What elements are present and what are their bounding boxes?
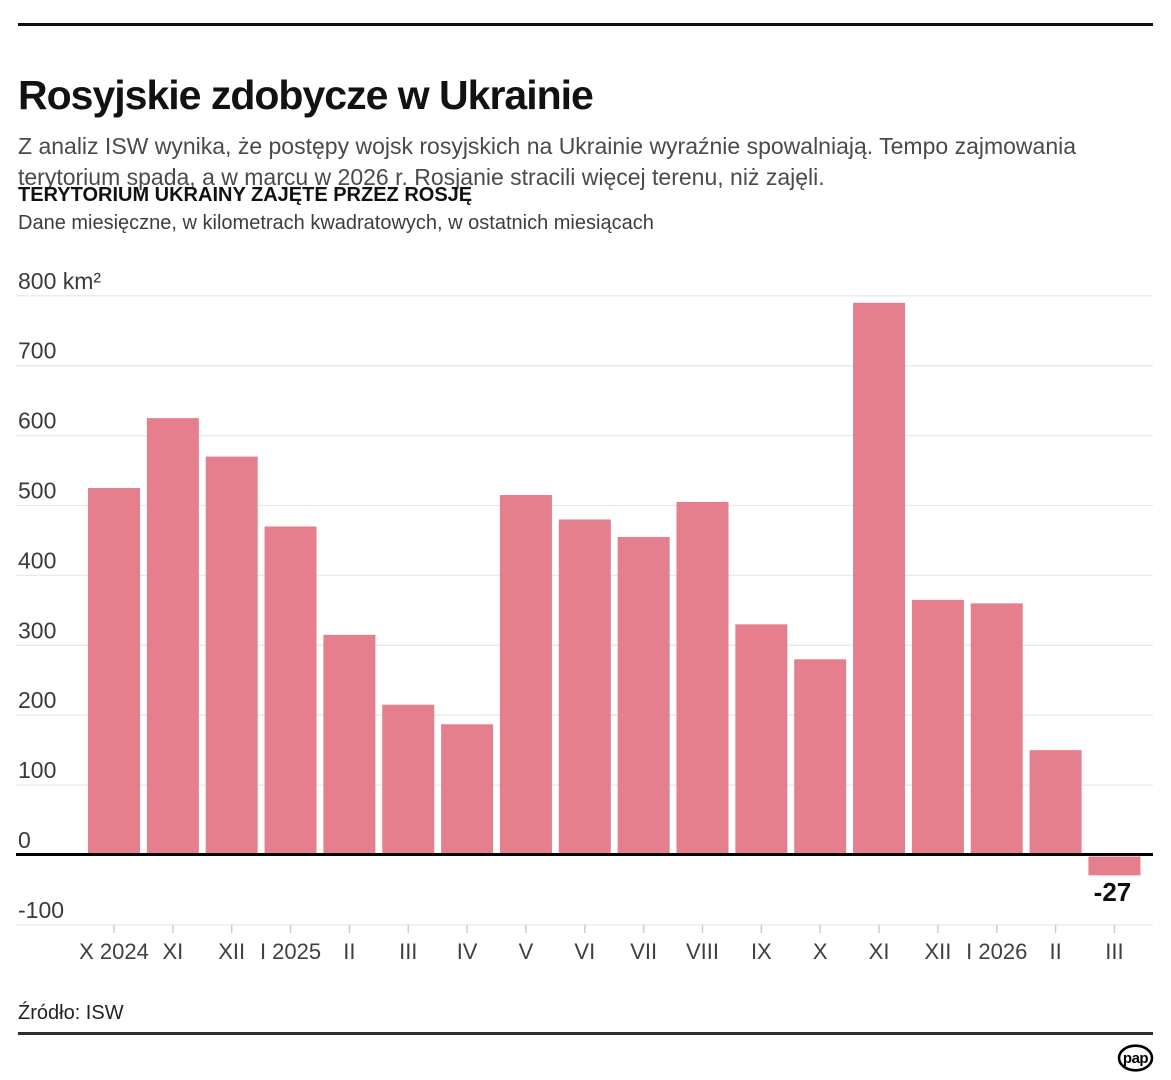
bar-IV [441, 724, 494, 855]
footer-rule [18, 1032, 1153, 1035]
x-axis-label-15: I 2026 [966, 939, 1027, 964]
x-axis-label-8: VI [574, 939, 595, 964]
negative-value-label: -27 [1094, 877, 1132, 907]
bar-V [499, 495, 552, 855]
bar-II [1029, 750, 1082, 855]
y-axis-label-400: 400 [18, 547, 56, 573]
bar-II [323, 634, 376, 855]
bar-XII [911, 599, 964, 855]
y-axis-label-0: 0 [18, 827, 31, 853]
lead-paragraph: Z analiz ISW wynika, że postępy wojsk ro… [18, 133, 1077, 190]
pap-logo-text: pap [1123, 1050, 1149, 1067]
x-axis-label-9: VII [630, 939, 657, 964]
page-title: Rosyjskie zdobycze w Ukrainie [18, 72, 594, 119]
x-axis-label-4: II [343, 939, 355, 964]
x-axis-label-6: IV [457, 939, 478, 964]
chart-subtitle: Dane miesięczne, w kilometrach kwadratow… [18, 212, 654, 234]
x-axis-label-3: I 2025 [260, 939, 321, 964]
bar-I-2025 [264, 526, 317, 855]
bar-XI [146, 418, 199, 855]
bar-X [794, 659, 847, 855]
x-axis-label-16: II [1049, 939, 1061, 964]
source-credit: Źródło: ISW [18, 1002, 124, 1024]
x-axis-label-13: XI [869, 939, 890, 964]
bar-XII [205, 456, 258, 855]
y-axis-label-700: 700 [18, 338, 56, 364]
x-axis-label-17: III [1105, 939, 1123, 964]
y-axis-label-100: 100 [18, 757, 56, 783]
pap-logo: pap [1117, 1044, 1154, 1072]
x-axis-label-2: XII [218, 939, 245, 964]
y-axis-label--100: -100 [18, 897, 64, 923]
pap-logo-oval [1117, 1044, 1154, 1072]
header-rule [18, 23, 1153, 26]
x-axis-label-10: VIII [686, 939, 719, 964]
x-axis-label-11: IX [751, 939, 772, 964]
bar-VII [617, 536, 670, 855]
x-axis-label-5: III [399, 939, 417, 964]
bar-XI [853, 302, 906, 855]
x-axis-label-1: XI [162, 939, 183, 964]
bar-VI [558, 519, 611, 855]
x-axis-label-0: X 2024 [79, 939, 149, 964]
chart-title: TERYTORIUM UKRAINY ZAJĘTE PRZEZ ROSJĘ [18, 184, 473, 206]
bar-III [382, 704, 435, 855]
bar-X-2024 [88, 488, 140, 855]
x-axis-label-12: X [813, 939, 828, 964]
bar-IX [735, 624, 788, 855]
y-axis-label-300: 300 [18, 617, 56, 643]
bar-VIII [676, 502, 729, 855]
y-axis-label-800: 800 km² [18, 268, 101, 294]
y-axis-label-200: 200 [18, 687, 56, 713]
x-axis-label-14: XII [924, 939, 951, 964]
y-axis-label-600: 600 [18, 408, 56, 434]
bar-III [1088, 856, 1141, 876]
y-axis-label-500: 500 [18, 478, 56, 504]
bar-I-2026 [970, 603, 1023, 855]
x-axis-label-7: V [519, 939, 534, 964]
